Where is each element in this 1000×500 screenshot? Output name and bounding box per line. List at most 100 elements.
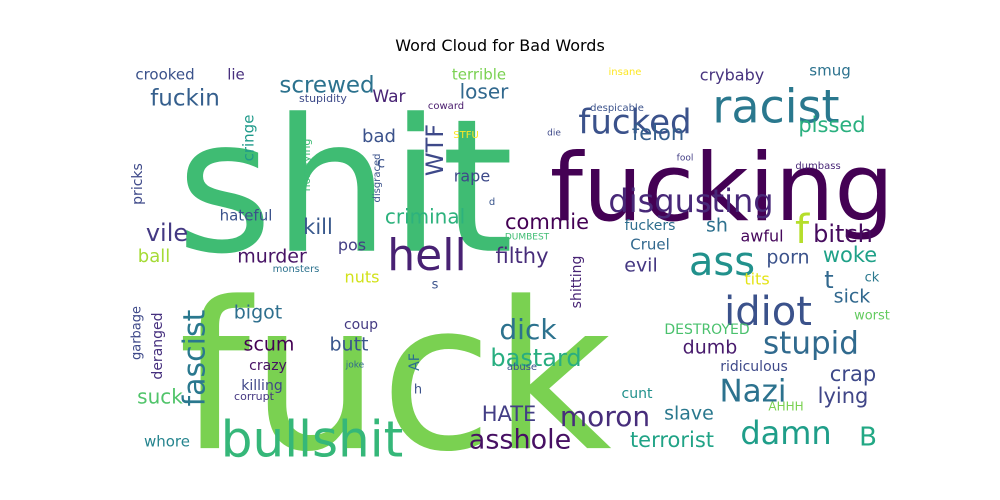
word-wtf: WTF [421, 124, 449, 176]
word-killing: killing [241, 378, 282, 394]
word-stupidity: stupidity [299, 92, 347, 105]
word-die: die [547, 129, 561, 139]
word-dumbass: dumbass [795, 161, 840, 172]
word-insane: insane [609, 67, 642, 78]
word-damn: damn [740, 414, 831, 452]
word-monsters: monsters [273, 264, 320, 275]
word-fuckin: fuckin [150, 86, 220, 112]
word-idiot: idiot [724, 289, 812, 335]
word-d: d [489, 197, 495, 208]
word-woke: woke [823, 243, 877, 267]
word-criminal: criminal [385, 205, 465, 229]
word-ck: ck [865, 271, 880, 286]
word-nuts: nuts [345, 268, 380, 287]
word-racist: racist [712, 80, 839, 134]
word-butt: butt [329, 334, 368, 356]
word-cunt: cunt [622, 386, 653, 402]
word-fucked: fucked [578, 103, 691, 143]
word-stfu: STFU [453, 130, 479, 141]
word-felon: felon [632, 121, 684, 145]
word-slave: slave [664, 403, 714, 425]
chart-title: Word Cloud for Bad Words [395, 36, 605, 55]
word-bigot: bigot [234, 302, 282, 324]
word-dick: dick [499, 313, 557, 346]
word-bitch: bitch [813, 220, 873, 248]
word-coup: coup [344, 317, 378, 333]
word-hateful: hateful [220, 207, 273, 225]
word-t: t [824, 266, 833, 294]
word-pissed: pissed [798, 113, 865, 137]
word-asshole: asshole [469, 425, 571, 456]
word-f: f [795, 207, 810, 253]
word-cringe: cringe [240, 115, 258, 162]
word-vile: vile [146, 219, 188, 247]
word-c: c [377, 154, 385, 172]
word-destroyed: DESTROYED [664, 322, 749, 338]
word-fuck: fuck [178, 259, 612, 497]
word-fool: fool [677, 154, 694, 164]
word-sick: sick [834, 286, 871, 308]
word-bullshit: bullshit [221, 411, 403, 469]
word-disgusting: disgusting [608, 182, 773, 220]
word-garbage: garbage [130, 306, 145, 360]
word-deranged: deranged [150, 312, 166, 379]
word-nazi: Nazi [719, 374, 786, 410]
word-abuse: abuse [507, 362, 537, 373]
word-pricks: pricks [130, 163, 146, 205]
word-shit: shit [176, 79, 514, 295]
word-screwed: screwed [279, 73, 374, 99]
word-scum: scum [244, 334, 295, 356]
word-ass: ass [689, 239, 755, 285]
word-rape: rape [454, 167, 490, 186]
word-ball: ball [138, 246, 170, 267]
word-b: B [859, 423, 877, 453]
word-fucking: fucking [550, 134, 894, 243]
word-horrifying: horrifying [300, 139, 313, 192]
word-terrible: terrible [452, 66, 506, 84]
word-porn: porn [766, 247, 809, 269]
word-bastard: bastard [490, 344, 581, 372]
word-dumb: dumb [683, 337, 738, 359]
word-hell: hell [387, 230, 466, 281]
word-ahhh: AHHH [768, 400, 803, 414]
word-filthy: filthy [495, 244, 548, 268]
word-fuckers: fuckers [625, 218, 676, 234]
word-tits: tits [744, 270, 769, 289]
word-h: h [414, 383, 422, 398]
word-awful: awful [740, 227, 783, 246]
word-coward: coward [428, 101, 464, 112]
word-smug: smug [809, 62, 850, 80]
word-sh: sh [706, 215, 728, 237]
word-loser: loser [460, 80, 510, 104]
word-lying: lying [818, 384, 869, 408]
word-moron: moron [560, 400, 650, 433]
word-lie: lie [227, 66, 245, 84]
word-pos: pos [338, 236, 366, 255]
word-war: War [372, 87, 405, 107]
word-worst: worst [854, 309, 890, 324]
word-suck: suck [137, 385, 183, 409]
word-terrorist: terrorist [630, 428, 714, 452]
word-hate: HATE [482, 402, 537, 426]
word-cruel: Cruel [630, 236, 670, 254]
word-crybaby: crybaby [700, 66, 764, 85]
word-s: s [432, 278, 439, 293]
word-af: AF [407, 353, 423, 371]
word-corrupt: corrupt [234, 390, 275, 403]
word-whore: whore [144, 433, 190, 451]
word-shitting: shitting [569, 256, 585, 309]
word-joke: joke [345, 361, 365, 371]
word-despicable: despicable [590, 103, 644, 114]
word-murder: murder [237, 246, 307, 268]
word-fascist: fascist [178, 309, 213, 406]
word-ridiculous: ridiculous [720, 359, 788, 375]
word-crap: crap [830, 362, 876, 386]
word-commie: commie [505, 210, 589, 234]
word-crooked: crooked [135, 66, 194, 84]
word-disgraced: disgraced [372, 154, 383, 203]
word-dumbest: DUMBEST [505, 233, 550, 243]
word-crazy: crazy [249, 358, 287, 374]
word-stupid: stupid [763, 326, 859, 362]
word-kill: kill [303, 215, 333, 239]
